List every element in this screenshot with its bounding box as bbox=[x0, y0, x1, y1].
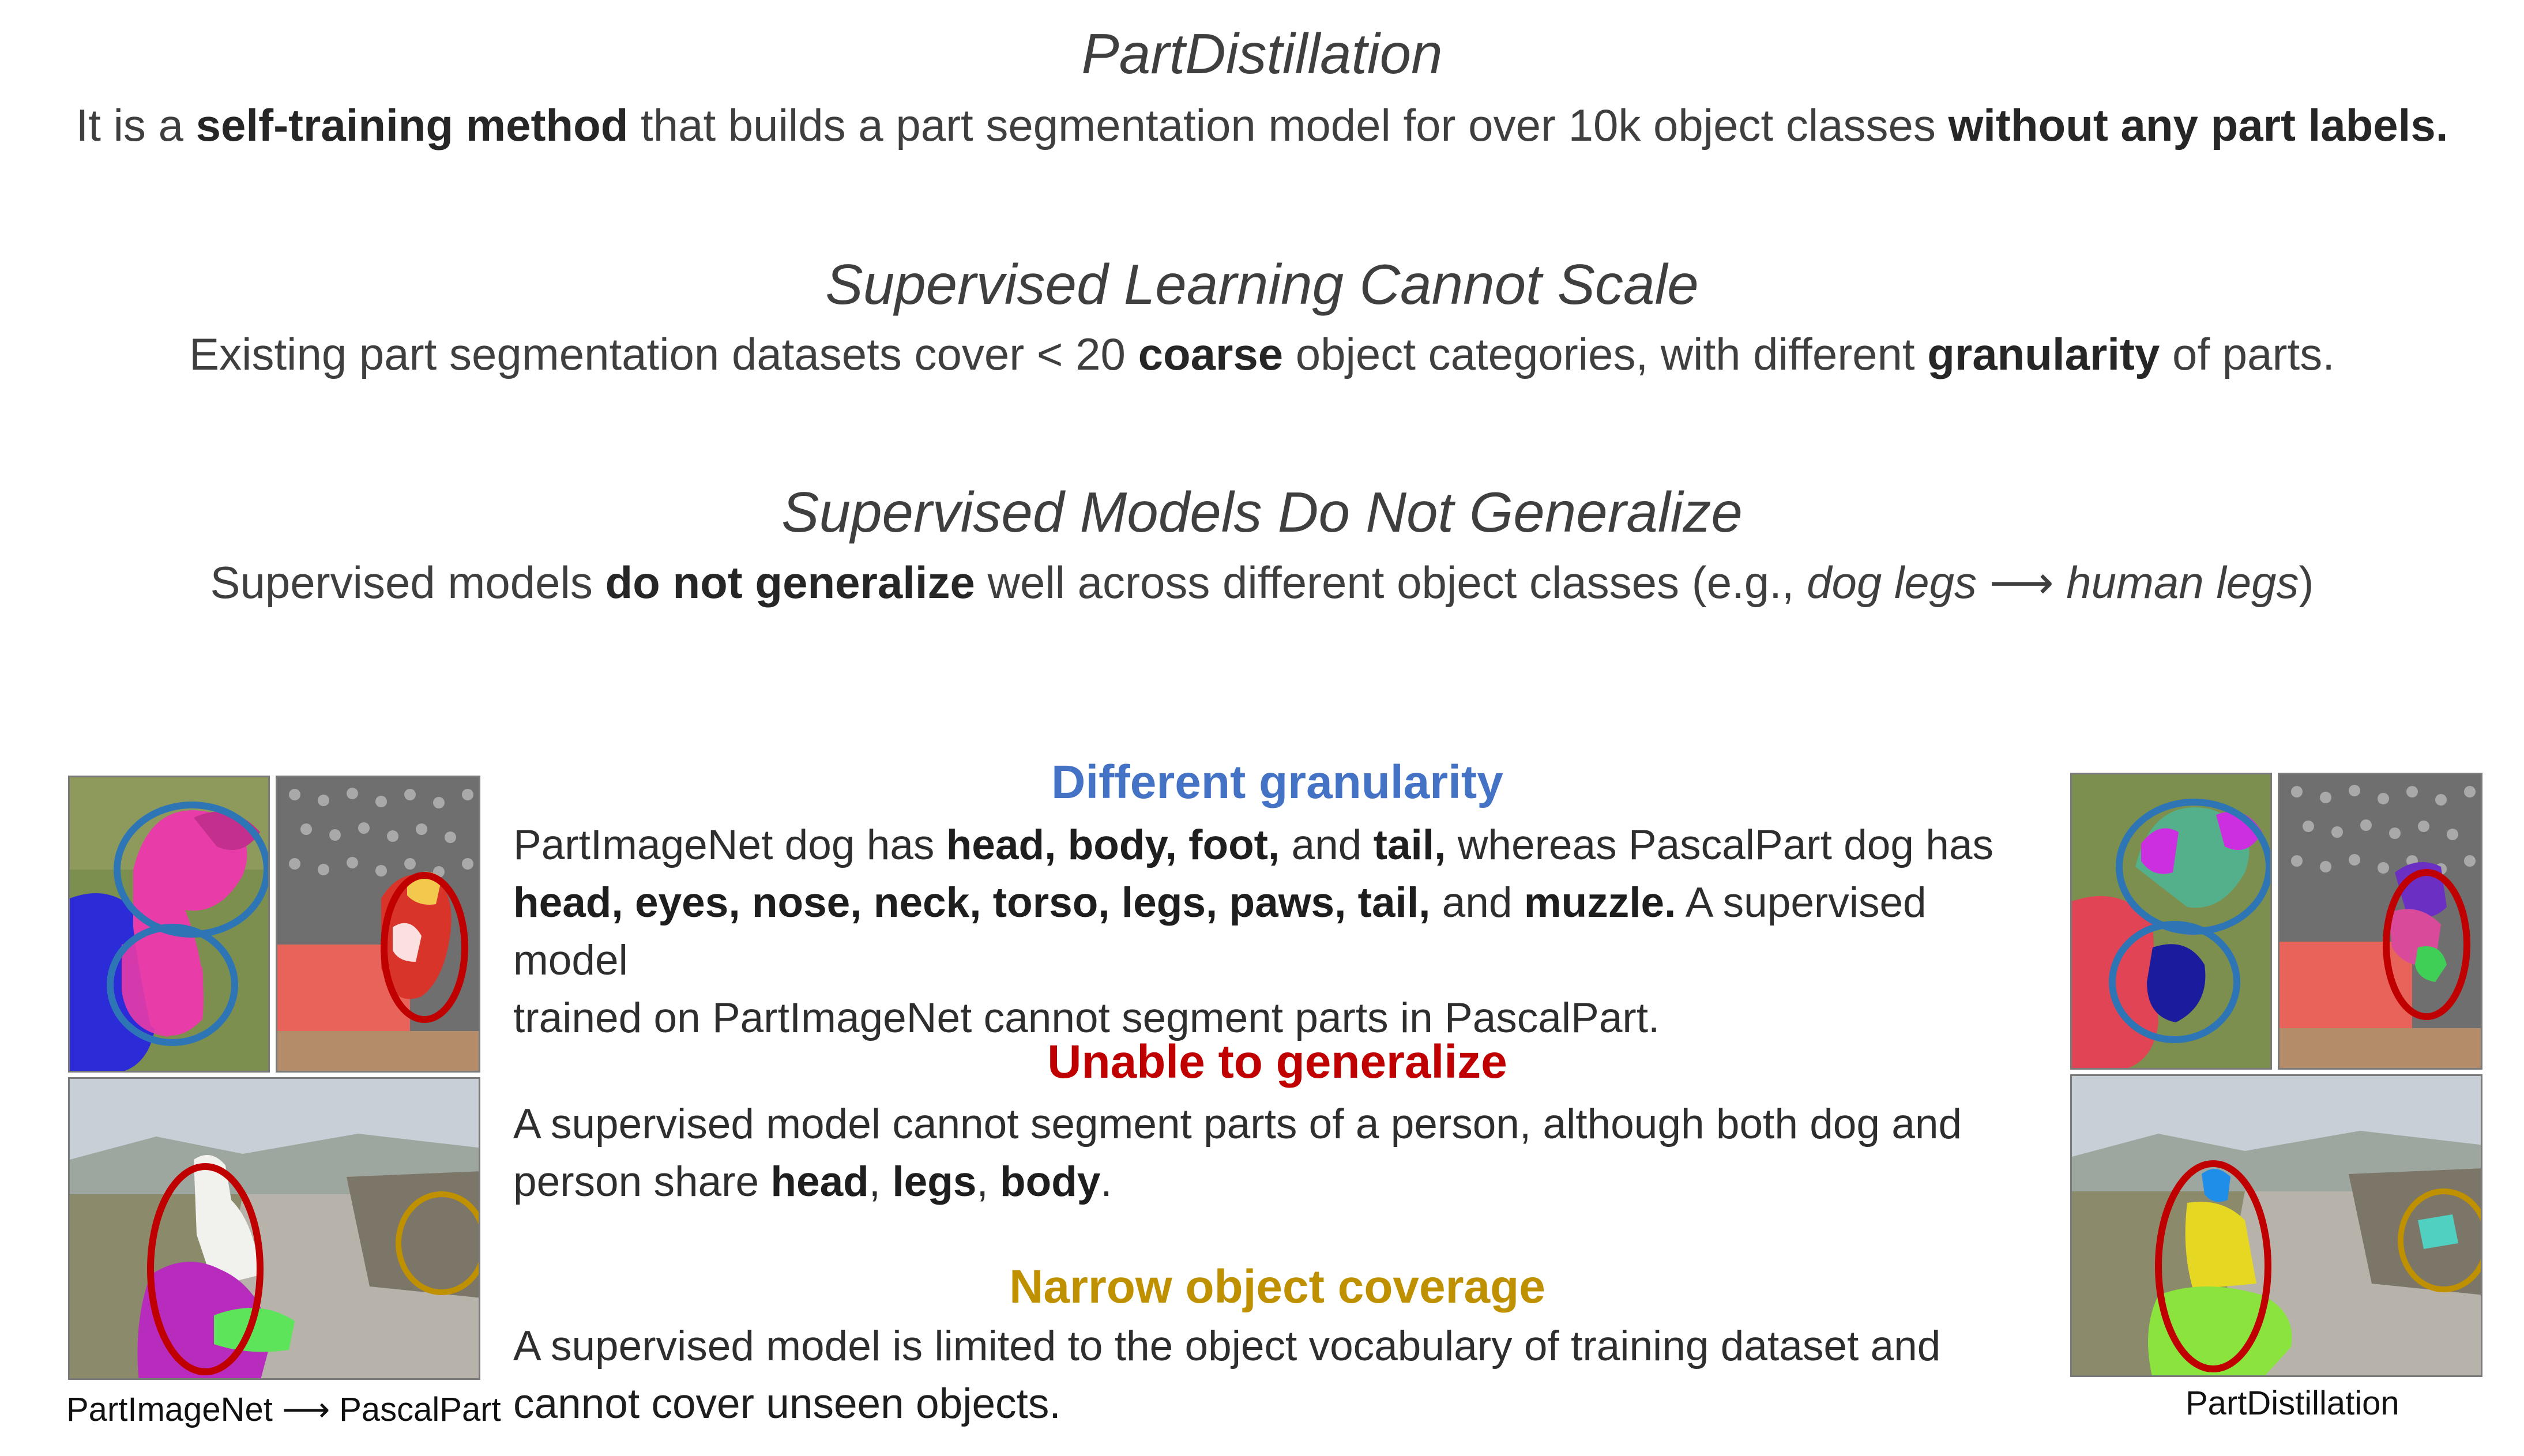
scale-description: Existing part segmentation datasets cove… bbox=[189, 329, 2335, 379]
right-granularity-circle-head bbox=[2116, 799, 2270, 935]
right-generalize-circle-top bbox=[2383, 869, 2470, 1020]
granularity-circle-head bbox=[114, 802, 268, 938]
left-bike-image bbox=[276, 776, 480, 1073]
narrow-description: A supervised model is limited to the obj… bbox=[513, 1323, 1941, 1427]
generalize-circle-left-top bbox=[381, 872, 468, 1023]
scale-title: Supervised Learning Cannot Scale bbox=[825, 253, 1699, 316]
right-caption: PartDistillation bbox=[2186, 1384, 2399, 1422]
unable-title: Unable to generalize bbox=[1047, 1036, 1507, 1088]
generalize-title: Supervised Models Do Not Generalize bbox=[781, 480, 1743, 544]
right-granularity-circle-body bbox=[2109, 921, 2240, 1043]
intro-title: PartDistillation bbox=[1081, 22, 1443, 85]
right-bike-image bbox=[2278, 773, 2482, 1070]
left-person-image bbox=[68, 1077, 480, 1380]
generalize-circle-left-person bbox=[147, 1163, 264, 1375]
granularity-circle-body bbox=[107, 924, 238, 1046]
right-person-image bbox=[2070, 1074, 2482, 1377]
left-caption: PartImageNet ⟶ PascalPart bbox=[66, 1391, 501, 1428]
narrow-title: Narrow object coverage bbox=[1009, 1261, 1545, 1313]
right-coverage-circle bbox=[2398, 1188, 2481, 1292]
right-dog-image bbox=[2070, 773, 2272, 1070]
granularity-description: PartImageNet dog has head, body, foot, a… bbox=[513, 822, 1993, 1041]
generalize-description: Supervised models do not generalize well… bbox=[210, 557, 2314, 608]
right-generalize-circle-person bbox=[2155, 1160, 2271, 1372]
intro-description: It is a self-training method that builds… bbox=[76, 100, 2448, 151]
granularity-title: Different granularity bbox=[1051, 756, 1503, 808]
left-dog-image bbox=[68, 776, 270, 1073]
unable-description: A supervised model cannot segment parts … bbox=[513, 1101, 1962, 1205]
coverage-circle-left bbox=[396, 1191, 479, 1295]
